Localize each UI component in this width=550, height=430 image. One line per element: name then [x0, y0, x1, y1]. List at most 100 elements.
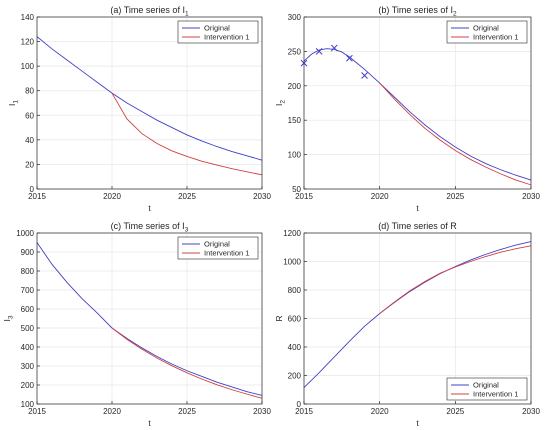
y-tick-label: 200 [21, 381, 35, 390]
x-tick-label: 2025 [178, 407, 196, 416]
y-tick-label: 100 [288, 151, 302, 160]
x-tick-label: 2015 [295, 407, 313, 416]
plot-area [304, 17, 531, 189]
y-tick-label: 400 [21, 343, 35, 352]
axes-box [36, 16, 263, 190]
panel-p3: 2015 2020 2025 2030 100 200 300 400 500 600 700 800… [2, 221, 271, 428]
plot-area [37, 233, 262, 404]
y-tick-label: 100 [21, 400, 35, 409]
y-axis-label-subscript: 1 [13, 100, 20, 104]
x-tick-label: 2020 [103, 192, 121, 201]
y-tick-label: 140 [21, 13, 35, 22]
y-tick-label: 20 [25, 160, 34, 169]
y-axis-label-main: R [274, 315, 284, 321]
legend-label-1: Original [204, 240, 230, 249]
y-tick-label: 250 [288, 47, 302, 56]
series-line-2 [111, 92, 263, 176]
x-axis-label: t [148, 203, 151, 213]
x-tick-label: 2020 [371, 192, 389, 201]
legend-label-2: Intervention 1 [473, 33, 518, 42]
chart-title: (c) Time series of I3 [111, 221, 189, 234]
legend-box [177, 20, 259, 44]
y-tick-label: 1200 [283, 229, 301, 238]
y-axis-label-main: I [274, 104, 284, 106]
x-tick-label: 2015 [295, 192, 313, 201]
chart-title: (b) Time series of I2 [378, 5, 457, 18]
y-tick-label: 0 [297, 400, 302, 409]
y-axis-label: I2 [274, 100, 287, 106]
chart-title-main: (b) Time series of I [378, 5, 453, 15]
series-line-1 [36, 242, 263, 396]
legend-label-1: Original [204, 24, 230, 33]
y-tick-label: 400 [288, 343, 302, 352]
y-tick-label: 800 [21, 267, 35, 276]
x-axis-label: t [148, 418, 151, 428]
axes-box [36, 232, 263, 405]
series-line-1 [303, 241, 532, 388]
axes-box [303, 16, 532, 190]
x-tick-label: 2025 [446, 407, 464, 416]
legend-box [446, 377, 528, 401]
y-tick-label: 200 [288, 372, 302, 381]
x-tick-label: 2030 [253, 407, 271, 416]
y-tick-label: 200 [288, 82, 302, 91]
x-tick-label: 2015 [28, 407, 46, 416]
y-axis-label-main: I [7, 104, 17, 106]
y-tick-label: 800 [288, 286, 302, 295]
series-line-1 [36, 36, 263, 161]
y-tick-label: 40 [25, 136, 34, 145]
y-tick-label: 150 [288, 116, 302, 125]
chart-title-subscript: 2 [453, 11, 457, 18]
y-axis-label: R [274, 315, 284, 321]
y-tick-label: 900 [21, 248, 35, 257]
legend-label-1: Original [473, 24, 499, 33]
x-tick-label: 2020 [371, 407, 389, 416]
data-marker [346, 54, 353, 62]
data-marker [315, 48, 323, 55]
x-tick-label: 2030 [522, 407, 540, 416]
y-tick-label: 120 [21, 38, 35, 47]
x-tick-label: 2015 [28, 192, 46, 201]
y-tick-label: 50 [292, 185, 301, 194]
y-tick-label: 700 [21, 286, 35, 295]
legend-label-2: Intervention 1 [204, 33, 249, 42]
y-tick-label: 80 [25, 87, 34, 96]
y-tick-label: 600 [21, 305, 35, 314]
x-tick-label: 2030 [522, 192, 540, 201]
legend-label-2: Intervention 1 [204, 249, 249, 258]
legend-box [177, 236, 259, 260]
series-line-2 [379, 245, 532, 314]
series-line-2 [111, 327, 263, 399]
panel-p1: 2015 2020 2025 2030 0 20 40 60 80 100 120 140 (a) Ti… [7, 5, 271, 213]
y-tick-label: 1000 [16, 229, 34, 238]
plot-area [37, 17, 262, 189]
y-tick-label: 1000 [283, 258, 301, 267]
chart-title-subscript: 1 [185, 11, 189, 18]
x-axis-label: t [416, 418, 419, 428]
y-axis-label: I3 [2, 315, 15, 321]
y-tick-label: 500 [21, 324, 35, 333]
data-marker [330, 44, 338, 52]
chart-title-main: (a) Time series of I [110, 5, 185, 15]
x-tick-label: 2025 [178, 192, 196, 201]
data-marker [361, 72, 368, 79]
legend-label-2: Intervention 1 [473, 390, 518, 399]
panel-p4: 2015 2020 2025 2030 0 200 400 600 800 1000 1200 (d)… [274, 221, 540, 428]
chart-title-main: (c) Time series of I [111, 221, 185, 231]
y-axis-label-main: I [2, 319, 12, 321]
chart-title: (a) Time series of I1 [110, 5, 189, 18]
legend-label-1: Original [473, 381, 499, 390]
y-axis-label-subscript: 3 [8, 315, 15, 319]
y-tick-label: 0 [30, 185, 35, 194]
x-tick-label: 2020 [103, 407, 121, 416]
x-axis-label: t [416, 203, 419, 213]
y-tick-label: 100 [21, 62, 35, 71]
y-tick-label: 600 [288, 315, 302, 324]
chart-title-subscript: 3 [185, 227, 189, 234]
x-tick-label: 2025 [446, 192, 464, 201]
